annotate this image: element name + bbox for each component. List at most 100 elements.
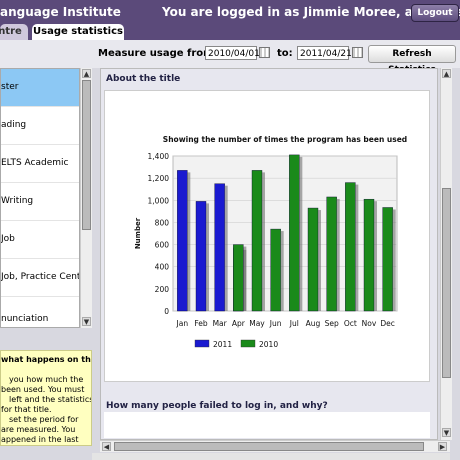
- list-item[interactable]: Job, Practice Centre: [1, 259, 79, 297]
- scroll-thumb[interactable]: [82, 80, 91, 230]
- y-tick-label: 1,000: [148, 196, 170, 205]
- chart-panel: Showing the number of times the program …: [104, 90, 430, 382]
- calendar-icon[interactable]: [352, 47, 363, 58]
- x-tick-label: Jan: [176, 319, 189, 328]
- help-title: what happens on this: [1, 355, 92, 364]
- bar-shadow: [224, 185, 228, 311]
- y-tick-label: 1,200: [148, 174, 170, 183]
- to-label: to:: [277, 48, 293, 59]
- legend-label: 2010: [259, 340, 278, 349]
- section-title-about: About the title: [106, 74, 181, 84]
- x-tick-label: Mar: [213, 319, 228, 328]
- x-tick-label: Sep: [325, 319, 339, 328]
- chart-title: Showing the number of times the program …: [163, 135, 407, 144]
- bar: [307, 207, 319, 312]
- bar: [270, 228, 281, 312]
- list-item[interactable]: ELTS Academic: [1, 145, 79, 183]
- from-date-input[interactable]: 2010/04/01: [205, 46, 260, 60]
- list-item-label: Job: [1, 234, 15, 244]
- bar-shadow: [280, 231, 284, 311]
- to-date-input[interactable]: 2011/04/21: [297, 46, 352, 60]
- bar: [289, 154, 300, 312]
- help-line: you how much the: [9, 375, 84, 384]
- login-panel: [104, 412, 430, 438]
- bar-shadow: [187, 172, 191, 311]
- help-line: set the period for: [9, 415, 79, 424]
- list-item-label: Writing: [1, 196, 34, 206]
- x-tick-label: May: [249, 319, 265, 328]
- logout-button[interactable]: Logout: [411, 4, 459, 22]
- bar: [195, 201, 207, 312]
- bar: [251, 170, 263, 312]
- from-label: Measure usage from:: [98, 48, 218, 59]
- scroll-down-icon[interactable]: ▼: [442, 428, 451, 437]
- y-tick-label: 600: [155, 241, 170, 250]
- x-tick-label: Oct: [344, 319, 357, 328]
- help-line: left and the statistics: [9, 395, 92, 404]
- scroll-up-icon[interactable]: ▲: [82, 69, 91, 78]
- tab-centre[interactable]: ntre: [0, 24, 28, 40]
- scroll-right-icon[interactable]: ▶: [438, 442, 447, 451]
- help-line: been used. You must: [1, 385, 85, 394]
- y-tick-label: 400: [155, 263, 170, 272]
- scroll-thumb[interactable]: [114, 442, 424, 451]
- refresh-statistics-button[interactable]: Refresh Statistics: [368, 45, 456, 75]
- bar: [177, 170, 188, 312]
- bar-shadow: [355, 184, 359, 311]
- bar-shadow: [243, 246, 247, 311]
- list-item-label: Job, Practice Centre: [1, 272, 79, 282]
- scroll-down-icon[interactable]: ▼: [82, 317, 91, 326]
- list-item-label: ELTS Academic: [1, 158, 69, 168]
- x-tick-label: Jul: [289, 319, 299, 328]
- scroll-up-icon[interactable]: ▲: [442, 69, 451, 78]
- help-line: for that title.: [1, 405, 52, 414]
- bar-shadow: [336, 198, 340, 311]
- bar-shadow: [262, 172, 265, 311]
- scroll-left-icon[interactable]: ◀: [102, 442, 111, 451]
- calendar-icon[interactable]: [259, 47, 270, 58]
- y-tick-label: 800: [155, 218, 170, 227]
- x-tick-label: Aug: [306, 319, 321, 328]
- x-tick-label: Apr: [232, 319, 246, 328]
- bar-shadow: [318, 210, 321, 311]
- x-tick-label: Nov: [362, 319, 377, 328]
- tab-strip: ntre Usage statistics: [0, 24, 460, 40]
- list-item[interactable]: ading: [1, 107, 79, 145]
- y-tick-label: 0: [164, 307, 169, 316]
- bar: [345, 182, 356, 312]
- bar: [214, 183, 225, 312]
- list-item[interactable]: nunciation: [1, 297, 79, 327]
- list-item[interactable]: Writing: [1, 183, 79, 221]
- date-toolbar: Measure usage from: 2010/04/01 to: 2011/…: [0, 40, 460, 75]
- section-title-login: How many people failed to log in, and wh…: [106, 401, 328, 411]
- bar-shadow: [299, 156, 303, 311]
- help-line: are measured. You: [1, 425, 76, 434]
- y-tick-label: 1,400: [148, 152, 170, 161]
- legend-label: 2011: [213, 340, 232, 349]
- legend-swatch: [240, 339, 256, 348]
- usage-chart: Showing the number of times the program …: [134, 135, 407, 349]
- x-tick-label: Feb: [194, 319, 208, 328]
- page-horizontal-scrollbar[interactable]: [92, 453, 450, 460]
- x-tick-label: Jun: [269, 319, 282, 328]
- help-line: appened in the last: [1, 435, 79, 444]
- y-tick-label: 200: [155, 285, 170, 294]
- top-bar: anguage Institute You are logged in as J…: [0, 0, 460, 24]
- x-tick-label: Dec: [380, 319, 395, 328]
- main-vertical-scrollbar[interactable]: ▲ ▼: [440, 68, 452, 440]
- bar: [382, 207, 393, 312]
- list-item[interactable]: Job: [1, 221, 79, 259]
- list-item[interactable]: ster: [1, 69, 79, 107]
- tab-usage-statistics[interactable]: Usage statistics: [32, 24, 124, 40]
- title-list: ster ading ELTS Academic Writing Job Job…: [0, 68, 80, 328]
- main-horizontal-scrollbar[interactable]: ◀ ▶: [100, 440, 450, 452]
- bar: [326, 196, 337, 312]
- help-box: what happens on this you how much the be…: [0, 350, 92, 446]
- bar: [233, 244, 244, 312]
- scroll-thumb[interactable]: [442, 188, 451, 378]
- list-item-label: ster: [1, 82, 19, 92]
- brand-title: anguage Institute: [0, 5, 121, 19]
- user-status: You are logged in as Jimmie Moree, a tea…: [162, 5, 460, 19]
- y-axis-label: Number: [134, 217, 142, 249]
- list-scrollbar[interactable]: ▲ ▼: [80, 68, 92, 328]
